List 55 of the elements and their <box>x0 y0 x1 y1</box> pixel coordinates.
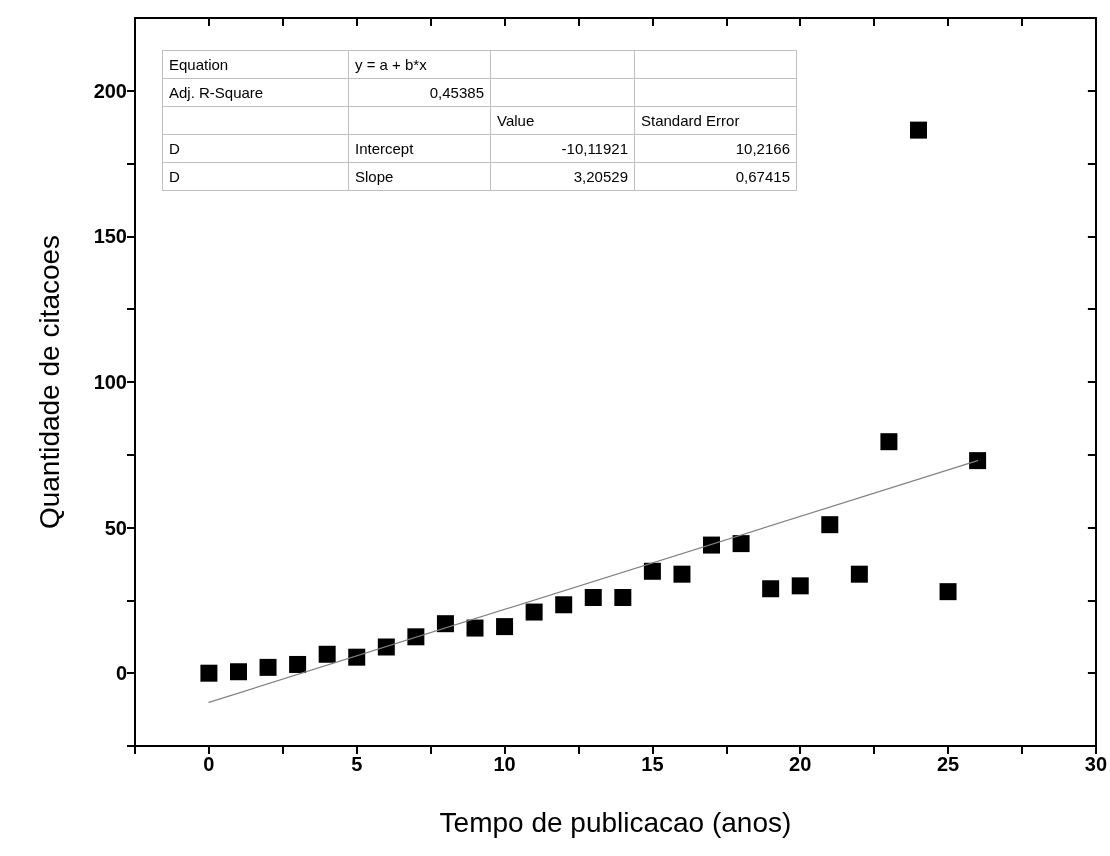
point <box>614 588 632 606</box>
y-tick-label: 50 <box>104 516 127 539</box>
point <box>318 645 336 663</box>
y-tick-label: 150 <box>93 225 127 248</box>
y-tick-label: 0 <box>115 662 127 685</box>
point <box>584 588 602 606</box>
annotation: Standard Error <box>634 106 797 135</box>
annotation: Value <box>490 106 635 135</box>
annotation: Equation <box>162 50 349 79</box>
annotation: y = a + b*x <box>348 50 491 79</box>
y-axis-title: Quantidade de citacoes <box>33 234 65 530</box>
point <box>555 596 573 614</box>
point <box>732 535 750 553</box>
point <box>525 603 543 621</box>
point <box>496 618 514 636</box>
x-tick-label: 10 <box>493 753 516 775</box>
point <box>939 583 957 601</box>
point <box>762 580 780 598</box>
annotation: -10,11921 <box>490 134 635 163</box>
x-tick-label: 0 <box>203 753 215 775</box>
point <box>200 664 218 682</box>
point <box>791 577 809 595</box>
annotation: 3,20529 <box>490 162 635 191</box>
point <box>229 663 247 681</box>
annotation: Intercept <box>348 134 491 163</box>
point <box>377 638 395 656</box>
point <box>436 615 454 633</box>
point <box>821 516 839 534</box>
point <box>289 655 307 673</box>
annotation: D <box>162 162 349 191</box>
point <box>703 536 721 554</box>
x-tick-label: 5 <box>351 753 363 775</box>
x-tick-label: 25 <box>936 753 960 775</box>
annotation: 0,67415 <box>634 162 797 191</box>
annotation: Slope <box>348 162 491 191</box>
point <box>407 628 425 646</box>
point <box>643 562 661 580</box>
y-tick-label: 100 <box>93 371 127 393</box>
point <box>259 658 277 676</box>
point <box>880 433 898 451</box>
x-axis-title: Tempo de publicacao (anos) <box>439 806 792 838</box>
x-tick-label: 15 <box>641 753 664 775</box>
point <box>466 619 484 637</box>
point <box>850 565 868 583</box>
point <box>673 565 691 583</box>
x-tick-label: 20 <box>789 753 812 775</box>
annotation: Adj. R-Square <box>162 78 349 107</box>
y-tick-label: 200 <box>93 79 127 102</box>
annotation: 0,45385 <box>348 78 491 107</box>
point <box>348 648 366 666</box>
annotation: 10,2166 <box>634 134 797 163</box>
point <box>969 452 987 470</box>
annotation: D <box>162 134 349 163</box>
point <box>909 121 927 139</box>
x-tick-label: 30 <box>1084 753 1107 775</box>
